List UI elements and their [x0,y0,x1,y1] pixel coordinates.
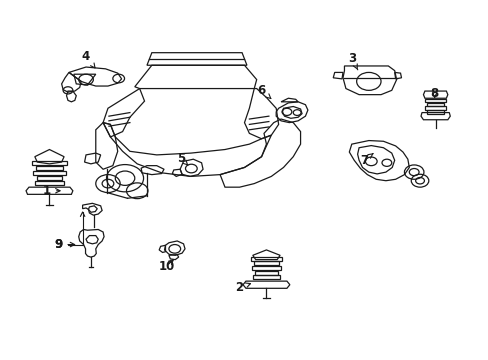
Text: 10: 10 [158,260,174,273]
Text: 6: 6 [257,84,270,99]
Text: 4: 4 [81,50,95,68]
Text: 9: 9 [54,238,75,251]
Text: 7: 7 [359,153,372,167]
Text: 8: 8 [429,87,438,100]
Text: 3: 3 [347,51,357,70]
Text: 1: 1 [43,184,60,197]
Text: 2: 2 [235,281,250,294]
Text: 5: 5 [177,152,188,165]
Text: 9: 9 [54,212,84,251]
